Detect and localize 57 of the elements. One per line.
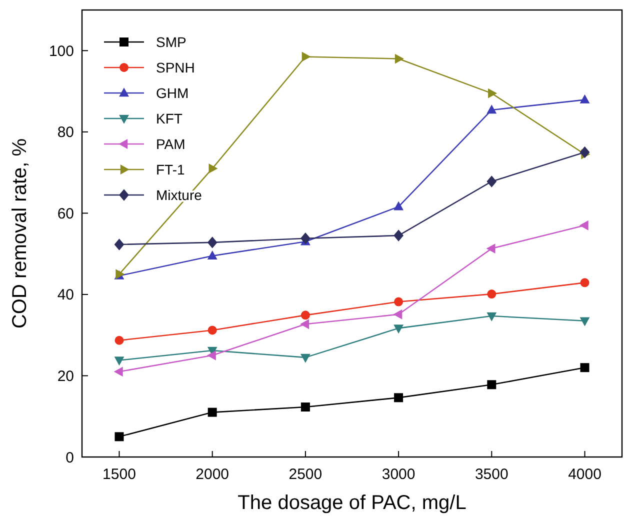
x-tick-label: 3000 bbox=[382, 466, 416, 483]
point bbox=[394, 54, 404, 64]
y-axis-title: COD removal rate, % bbox=[9, 138, 31, 329]
point bbox=[580, 317, 590, 326]
point bbox=[206, 350, 216, 360]
point bbox=[580, 94, 590, 104]
legend-label: KFT bbox=[156, 110, 183, 126]
point bbox=[394, 393, 404, 402]
point bbox=[488, 88, 498, 98]
point bbox=[300, 319, 310, 330]
point bbox=[208, 326, 217, 335]
point bbox=[393, 309, 402, 320]
point bbox=[114, 336, 124, 345]
y-tick-label: 100 bbox=[48, 42, 74, 60]
point bbox=[487, 290, 496, 299]
y-tick-label: 20 bbox=[57, 368, 74, 385]
point bbox=[579, 220, 588, 230]
x-tick-label: 2500 bbox=[288, 466, 322, 483]
point bbox=[486, 176, 497, 188]
point bbox=[580, 146, 590, 158]
point bbox=[207, 250, 218, 260]
legend-label: SMP bbox=[156, 34, 186, 50]
x-tick-label: 2000 bbox=[196, 466, 230, 483]
point bbox=[302, 52, 311, 62]
point bbox=[580, 278, 590, 288]
point bbox=[300, 310, 310, 320]
point bbox=[580, 363, 590, 372]
point bbox=[114, 366, 123, 377]
point bbox=[394, 201, 404, 210]
point bbox=[208, 408, 217, 417]
x-tick-label: 4000 bbox=[568, 466, 602, 483]
legend-label: SPNH bbox=[156, 59, 195, 76]
point bbox=[394, 297, 404, 306]
x-axis-title: The dosage of PAC, mg/L bbox=[238, 492, 466, 514]
x-tick-label: 3500 bbox=[474, 466, 508, 483]
point bbox=[300, 232, 310, 244]
y-tick-label: 80 bbox=[57, 124, 74, 142]
point bbox=[114, 356, 124, 366]
legend-label: GHM bbox=[156, 84, 189, 101]
point bbox=[394, 230, 404, 242]
point bbox=[394, 324, 404, 334]
y-tick-label: 40 bbox=[57, 286, 74, 304]
y-tick-label: 0 bbox=[66, 449, 74, 466]
point bbox=[114, 432, 124, 442]
point bbox=[208, 164, 218, 174]
point bbox=[486, 104, 497, 114]
point bbox=[300, 354, 310, 363]
point bbox=[486, 312, 497, 322]
point bbox=[300, 402, 310, 412]
point bbox=[114, 238, 124, 250]
legend-label: PAM bbox=[156, 136, 186, 152]
point bbox=[207, 236, 218, 248]
point bbox=[487, 380, 496, 390]
y-tick-label: 60 bbox=[57, 205, 74, 222]
legend-label: FT-1 bbox=[156, 161, 185, 178]
point bbox=[486, 244, 496, 254]
x-tick-label: 1500 bbox=[102, 466, 136, 483]
